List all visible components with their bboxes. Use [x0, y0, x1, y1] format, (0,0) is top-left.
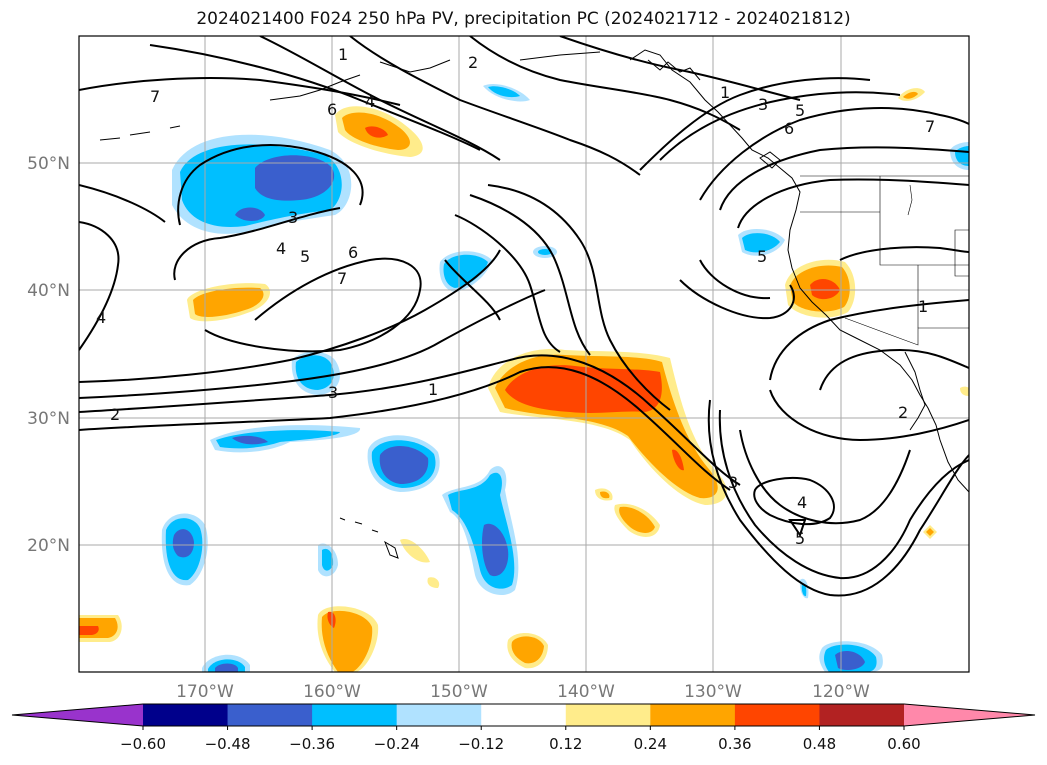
lon-label: 120°W — [812, 682, 870, 702]
lon-label: 140°W — [557, 682, 615, 702]
colorbar-segment — [819, 704, 905, 726]
pv-contours — [79, 36, 969, 597]
colorbar-tick-label: 0.36 — [718, 735, 751, 753]
colorbar-tick-label: −0.36 — [289, 735, 335, 753]
contour-label: 2 — [110, 405, 120, 424]
colorbar-tick-label: −0.12 — [458, 735, 504, 753]
colorbar-tick-label: 0.60 — [887, 735, 920, 753]
lon-label: 170°W — [176, 682, 234, 702]
shaded-fields — [79, 83, 969, 672]
lat-label: 50°N — [27, 154, 70, 174]
contour-label: 2 — [468, 53, 478, 72]
colorbar-extend-high — [904, 704, 1035, 726]
colorbar-segment — [312, 704, 398, 726]
contour-label: 4 — [96, 308, 106, 327]
contour-label: 3 — [328, 383, 338, 402]
contour-label: 7 — [925, 117, 935, 136]
colorbar-tick-label: −0.60 — [120, 735, 166, 753]
contour-label: 3 — [728, 473, 738, 492]
contour-label: 4 — [797, 493, 807, 512]
coastlines — [99, 49, 969, 559]
lon-label: 150°W — [430, 682, 488, 702]
colorbar-tick-label: 0.24 — [634, 735, 667, 753]
lon-label: 130°W — [684, 682, 742, 702]
colorbar-tick-label: −0.48 — [205, 735, 251, 753]
contour-label: 5 — [300, 247, 310, 266]
colorbar-segment — [227, 704, 313, 726]
map-title: 2024021400 F024 250 hPa PV, precipitatio… — [196, 9, 851, 29]
contour-label: 1 — [720, 83, 730, 102]
colorbar-tick-label: 0.48 — [803, 735, 836, 753]
contour-label: 4 — [276, 239, 286, 258]
contour-label: 3 — [288, 208, 298, 227]
lat-label: 40°N — [27, 281, 70, 301]
contour-label: 1 — [338, 45, 348, 64]
contour-label: 2 — [898, 403, 908, 422]
contour-label: 1 — [918, 297, 928, 316]
contour-label: 7 — [150, 87, 160, 106]
colorbar-extend-low — [12, 704, 143, 726]
contour-label: 5 — [757, 247, 767, 266]
political-borders — [800, 175, 969, 346]
lat-labels: 50°N 40°N 30°N 20°N — [27, 154, 70, 556]
contour-labels: 2 1 3 4 4 5 6 7 3 7 6 4 1 2 1 3 5 6 7 5 … — [96, 45, 935, 548]
contour-label: 6 — [327, 100, 337, 119]
contour-label: 6 — [348, 243, 358, 262]
contour-label: 4 — [365, 92, 375, 111]
contour-label: 6 — [784, 119, 794, 138]
lat-label: 30°N — [27, 409, 70, 429]
contour-label: 1 — [428, 380, 438, 399]
colorbar: −0.60 −0.48 −0.36 −0.24 −0.12 0.12 0.24 0.36 0.4… — [11, 703, 1036, 753]
graticule — [79, 36, 969, 672]
colorbar-segment — [143, 704, 229, 726]
contour-label: 7 — [337, 269, 347, 288]
colorbar-segment — [650, 704, 736, 726]
colorbar-segment — [734, 704, 820, 726]
colorbar-segment — [396, 704, 482, 726]
colorbar-tick-label: −0.24 — [374, 735, 420, 753]
contour-label: 5 — [795, 101, 805, 120]
lon-label: 160°W — [303, 682, 361, 702]
lat-label: 20°N — [27, 536, 70, 556]
contour-label: 5 — [795, 529, 805, 548]
contour-label: 3 — [758, 95, 768, 114]
colorbar-segment — [565, 704, 651, 726]
colorbar-tick-label: 0.12 — [549, 735, 582, 753]
map-frame — [78, 35, 970, 673]
lon-labels: 170°W 160°W 150°W 140°W 130°W 120°W — [176, 682, 870, 702]
colorbar-segment — [481, 704, 567, 726]
